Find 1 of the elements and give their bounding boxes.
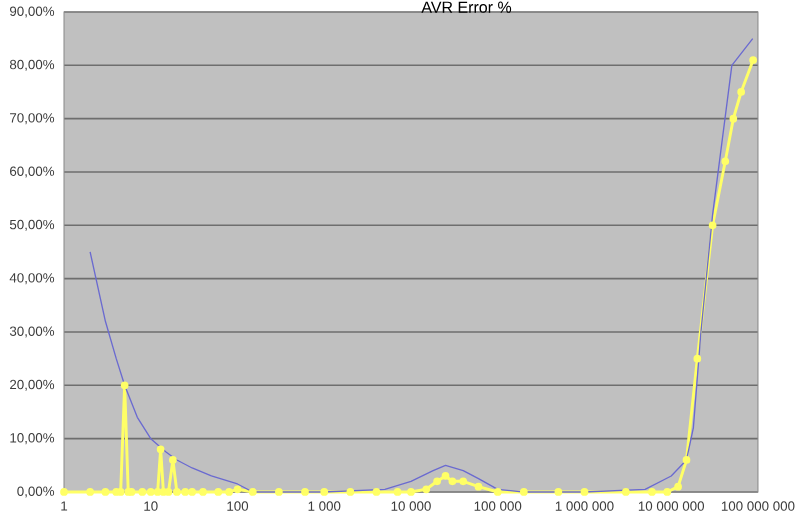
chart-title: AVR Error % (421, 1, 512, 13)
